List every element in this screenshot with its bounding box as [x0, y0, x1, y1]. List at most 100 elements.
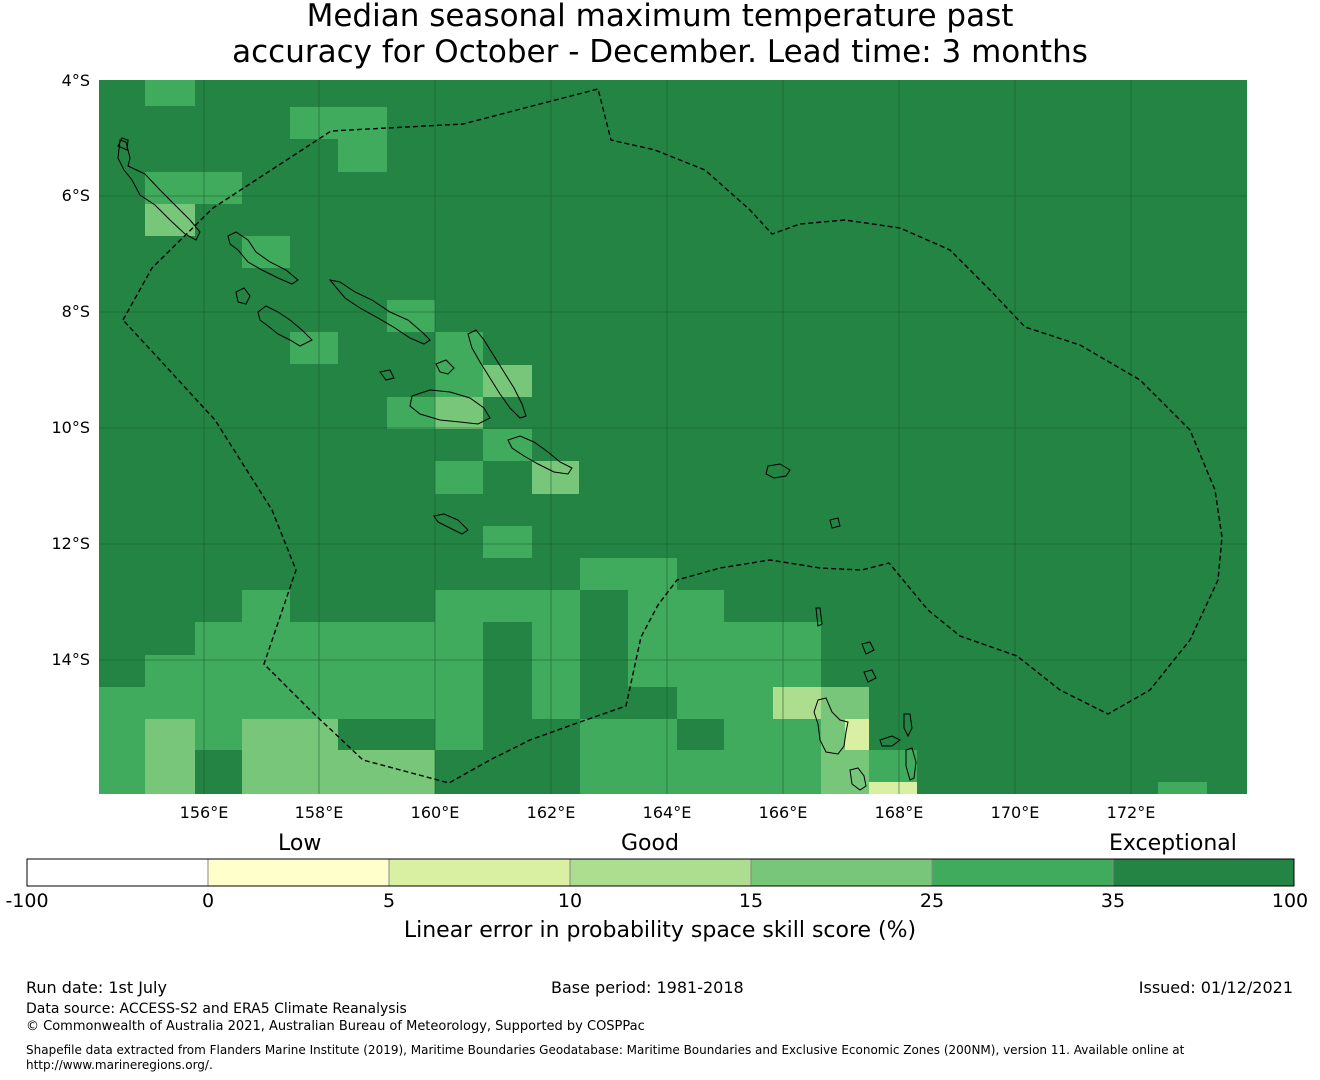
colorbar-segment — [751, 859, 932, 886]
skill-cell — [435, 332, 483, 397]
skill-cell — [195, 622, 435, 655]
island-new-georgia — [257, 305, 313, 347]
lon-label: 164°E — [642, 803, 692, 822]
map-title-line-1: Median seasonal maximum temperature past — [306, 0, 1014, 34]
lon-label: 166°E — [758, 803, 808, 822]
skill-cell — [387, 300, 435, 332]
lat-label: 6°S — [61, 186, 90, 205]
lon-label: 170°E — [990, 803, 1040, 822]
island-santa-cruz — [765, 463, 791, 479]
skill-cell — [773, 687, 821, 719]
skill-cell — [532, 461, 579, 494]
island-vanua-lava — [863, 669, 877, 683]
skill-cells — [99, 80, 1207, 794]
skill-cell — [580, 558, 677, 590]
base-period: Base period: 1981-2018 — [551, 978, 744, 997]
skill-cell — [242, 719, 338, 794]
run-date: Run date: 1st July — [26, 978, 167, 997]
skill-cell — [145, 172, 242, 204]
lon-label: 160°E — [410, 803, 460, 822]
island-torres — [815, 607, 823, 627]
skill-cell — [628, 590, 724, 622]
lon-label: 156°E — [179, 803, 229, 822]
colorbar-segment — [570, 859, 751, 886]
issued-date: Issued: 01/12/2021 — [1138, 978, 1293, 997]
colorbar-segment — [932, 859, 1113, 886]
skill-cell — [338, 139, 387, 172]
skill-cell — [290, 107, 387, 139]
island-malekula — [849, 767, 867, 791]
skill-cell — [435, 590, 580, 622]
island-maewo — [903, 713, 913, 738]
colorbar-tick-label: 100 — [1271, 890, 1309, 912]
skill-cell — [145, 655, 435, 719]
skill-cell — [242, 590, 290, 622]
skill-cell — [435, 622, 483, 750]
skill-cell — [724, 719, 821, 794]
lat-label: 10°S — [51, 418, 90, 437]
colorbar-tick-label: -100 — [5, 890, 49, 912]
skill-cell — [290, 332, 338, 364]
skill-cell — [821, 687, 869, 719]
skill-cell — [628, 622, 821, 687]
colorbar-segment — [27, 859, 208, 886]
island-guadalcanal — [409, 389, 491, 425]
island-utupua — [829, 517, 841, 529]
lat-label: 14°S — [51, 650, 90, 669]
island-outlines — [117, 137, 917, 791]
colorbar-segment — [389, 859, 570, 886]
skill-cell — [869, 750, 917, 782]
island-ambae — [879, 735, 901, 747]
skill-cell — [99, 687, 145, 794]
colorbar-segment — [208, 859, 389, 886]
colorbar-title: Linear error in probability space skill … — [403, 918, 917, 943]
skill-cell — [532, 655, 580, 719]
skill-cell — [677, 750, 724, 794]
skill-cell — [483, 365, 532, 397]
shapefile-credit: Shapefile data extracted from Flanders M… — [26, 1043, 1185, 1072]
category-label-exceptional: Exceptional — [1109, 831, 1237, 856]
colorbar — [26, 858, 1295, 887]
copyright-notice: © Commonwealth of Australia 2021, Austra… — [26, 1019, 645, 1034]
colorbar-tick-label: 10 — [557, 890, 583, 912]
island-buka — [117, 137, 129, 151]
lat-label: 8°S — [61, 302, 90, 321]
skill-cell — [1158, 782, 1207, 794]
island-malaita — [467, 329, 527, 419]
skill-cell — [845, 719, 869, 750]
map-title-line-2: accuracy for October - December. Lead ti… — [232, 34, 1088, 70]
skill-cell — [435, 461, 483, 494]
colorbar-segment — [1113, 859, 1294, 886]
island-vella-lavella — [235, 287, 251, 305]
skill-cell — [532, 622, 580, 655]
lat-label: 12°S — [51, 534, 90, 553]
island-espiritu-santo — [813, 697, 849, 755]
skill-cell — [580, 719, 677, 794]
island-russell — [379, 369, 395, 381]
category-label-low: Low — [278, 831, 322, 856]
skill-cell — [821, 750, 869, 794]
data-source: Data source: ACCESS-S2 and ERA5 Climate … — [26, 1001, 407, 1017]
skill-cell — [869, 782, 917, 794]
skill-cell — [145, 80, 195, 106]
skill-cell — [483, 526, 532, 558]
island-florida — [435, 359, 455, 375]
island-pentecost — [905, 747, 917, 781]
island-choiseul — [227, 231, 299, 285]
island-banks — [861, 641, 875, 655]
eez-boundary — [122, 88, 1223, 784]
island-bougainville — [117, 139, 201, 241]
lon-label: 162°E — [526, 803, 576, 822]
island-rennell — [433, 513, 469, 535]
island-makira — [507, 435, 573, 475]
skill-cell — [338, 750, 435, 794]
colorbar-tick-label: 0 — [201, 890, 215, 912]
colorbar-tick-label: 5 — [382, 890, 396, 912]
island-santa-isabel — [328, 279, 431, 345]
lon-label: 172°E — [1106, 803, 1156, 822]
skill-cell — [677, 687, 773, 719]
colorbar-tick-label: 25 — [919, 890, 945, 912]
lat-label: 4°S — [61, 71, 90, 90]
lon-label: 158°E — [294, 803, 344, 822]
